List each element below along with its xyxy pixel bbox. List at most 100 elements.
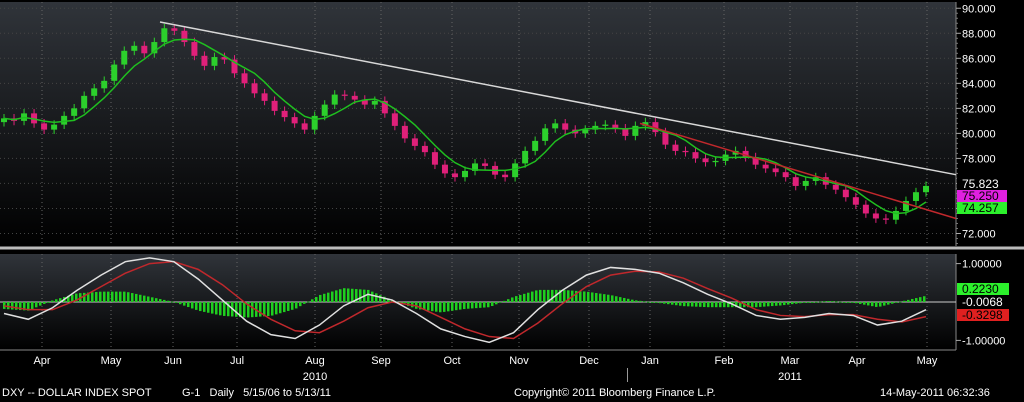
macd-histogram-bar xyxy=(135,293,138,302)
macd-histogram-bar xyxy=(459,302,462,310)
macd-histogram-bar xyxy=(779,302,782,306)
macd-histogram-bar xyxy=(183,302,186,306)
macd-histogram-bar xyxy=(59,298,62,302)
macd-histogram-bar xyxy=(455,302,458,311)
macd-histogram-bar xyxy=(147,296,150,302)
candle xyxy=(221,57,228,60)
macd-histogram-bar xyxy=(887,302,890,305)
candle xyxy=(351,95,358,100)
candle xyxy=(121,50,128,65)
x-month-label: Aug xyxy=(305,355,325,367)
macd-histogram-bar xyxy=(675,302,678,306)
candle xyxy=(762,164,769,169)
macd-histogram-bar xyxy=(599,293,602,302)
macd-histogram-bar xyxy=(451,302,454,311)
macd-right-label-bg xyxy=(957,309,1009,321)
candle xyxy=(201,55,208,66)
macd-histogram-bar xyxy=(491,302,494,307)
macd-histogram-bar xyxy=(671,302,674,305)
macd-histogram-bar xyxy=(227,302,230,317)
macd-histogram-bar xyxy=(747,302,750,308)
x-month-label: Jul xyxy=(230,355,244,367)
macd-histogram-bar xyxy=(499,302,502,303)
macd-histogram-bar xyxy=(667,302,670,305)
macd-histogram-bar xyxy=(615,296,618,302)
candle xyxy=(472,163,479,171)
macd-histogram-bar xyxy=(11,302,14,310)
macd-histogram-bar xyxy=(367,289,370,302)
macd-histogram-bar xyxy=(683,302,686,307)
macd-histogram-bar xyxy=(871,302,874,307)
footer-copyright: Copyright© 2011 Bloomberg Finance L.P. xyxy=(514,387,716,399)
candle xyxy=(131,45,138,51)
x-month-label: Jan xyxy=(641,355,659,367)
candle xyxy=(772,168,779,173)
candle xyxy=(862,204,869,214)
macd-histogram-bar xyxy=(271,302,274,316)
candle xyxy=(391,113,398,126)
macd-histogram-bar xyxy=(175,302,178,303)
candle xyxy=(532,140,539,151)
candle xyxy=(441,164,448,174)
macd-histogram-bar xyxy=(15,302,18,310)
candle xyxy=(231,59,238,74)
candle xyxy=(502,174,509,178)
macd-histogram-bar xyxy=(387,298,390,302)
macd-histogram-bar xyxy=(799,302,802,304)
macd-y-tick-label: 1.00000 xyxy=(962,259,1002,271)
macd-histogram-bar xyxy=(607,294,610,302)
macd-histogram-bar xyxy=(199,302,202,312)
macd-histogram-bar xyxy=(907,299,910,302)
macd-histogram-bar xyxy=(579,291,582,302)
macd-histogram-bar xyxy=(679,302,682,306)
macd-line xyxy=(3,257,927,344)
macd-histogram-bar xyxy=(439,302,442,313)
macd-histogram-bar xyxy=(619,297,622,302)
macd-histogram-bar xyxy=(239,302,242,318)
macd-histogram-bar xyxy=(23,302,26,311)
x-month-label: Dec xyxy=(579,355,599,367)
x-month-label: Apr xyxy=(33,355,50,367)
macd-histogram-bar xyxy=(707,302,710,308)
macd-histogram-bar xyxy=(635,300,638,302)
candle xyxy=(91,88,98,96)
candle xyxy=(191,42,198,56)
candle xyxy=(622,128,629,136)
macd-histogram-bar xyxy=(247,302,250,318)
candle xyxy=(923,185,929,193)
macd-histogram-bar xyxy=(87,292,90,302)
macd-histogram-bar xyxy=(251,302,254,318)
macd-histogram-bar xyxy=(591,292,594,302)
macd-histogram-bar xyxy=(723,302,726,308)
x-month-label: Apr xyxy=(848,355,865,367)
macd-histogram-bar xyxy=(703,302,706,308)
macd-histogram-bar xyxy=(583,291,586,302)
macd-histogram-bar xyxy=(315,297,318,302)
macd-y-tick-label: -1.00000 xyxy=(962,335,1005,347)
candle xyxy=(101,80,108,89)
macd-histogram-bar xyxy=(651,302,654,303)
macd-histogram-bar xyxy=(419,302,422,310)
candle xyxy=(652,122,659,133)
macd-histogram-bar xyxy=(67,295,70,302)
macd-histogram-bar xyxy=(839,301,842,303)
macd-histogram-bar xyxy=(39,302,42,306)
macd-histogram-bar xyxy=(159,299,162,302)
macd-histogram-bar xyxy=(203,302,206,312)
candle xyxy=(361,99,368,105)
main-panel xyxy=(0,2,956,246)
macd-histogram-bar xyxy=(631,299,634,302)
macd-histogram-bar xyxy=(171,301,174,303)
macd-histogram-bar xyxy=(559,289,562,302)
candle xyxy=(51,124,58,130)
macd-histogram-bar xyxy=(43,302,46,304)
candle xyxy=(181,30,188,43)
macd-histogram-bar xyxy=(523,293,526,302)
macd-histogram-bar xyxy=(115,291,118,302)
macd-histogram-bar xyxy=(495,302,498,305)
macd-histogram-bar xyxy=(587,291,590,302)
x-month-label: Sep xyxy=(371,355,391,367)
main-right-label-bg xyxy=(957,178,1007,190)
moving-average-line xyxy=(3,38,927,215)
macd-histogram-bar xyxy=(303,302,306,304)
